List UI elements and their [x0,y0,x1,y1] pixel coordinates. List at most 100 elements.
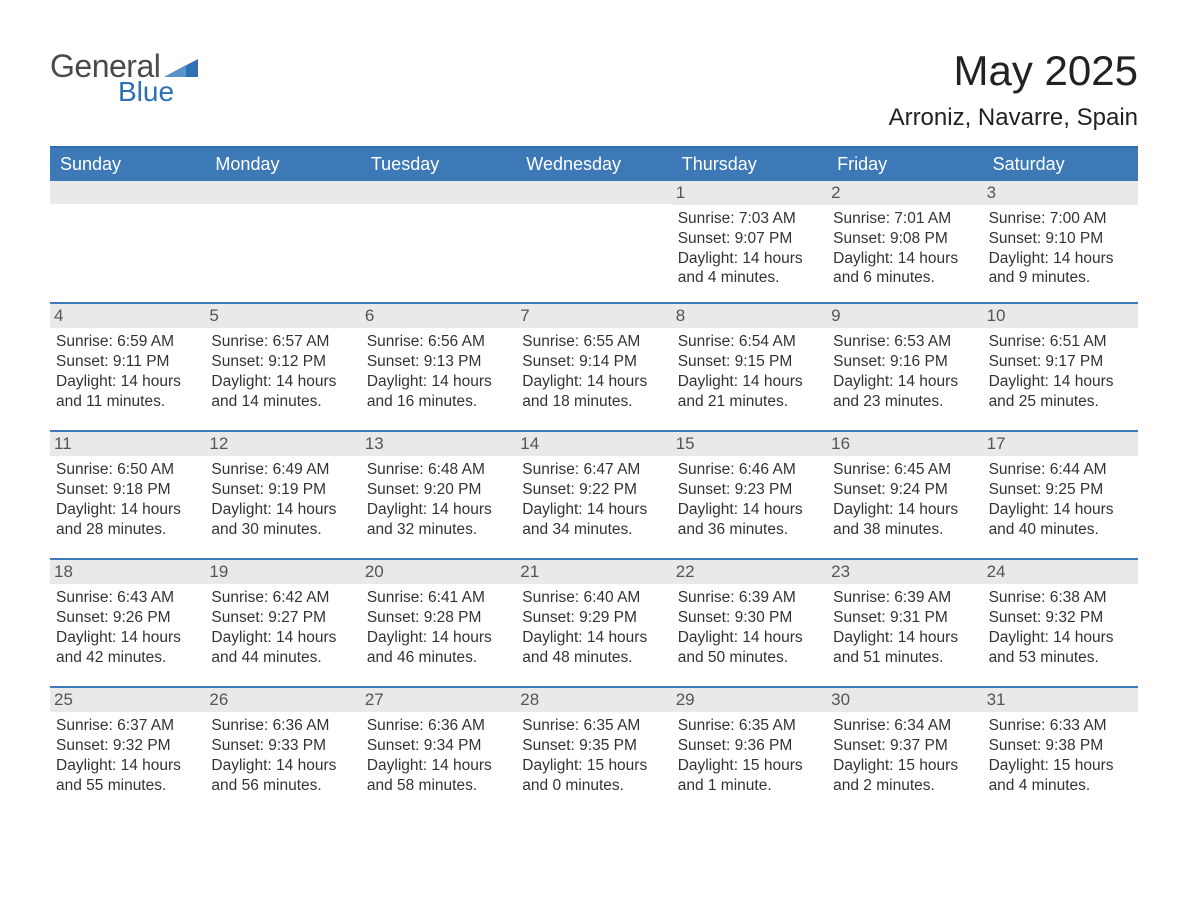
daylight-text: Daylight: 14 hours [989,500,1132,520]
day-number-bar: 1 [672,181,827,205]
daylight-text: Daylight: 15 hours [522,756,665,776]
day-cell: 29Sunrise: 6:35 AMSunset: 9:36 PMDayligh… [672,688,827,800]
daylight-text: Daylight: 14 hours [678,628,821,648]
day-cell: 9Sunrise: 6:53 AMSunset: 9:16 PMDaylight… [827,304,982,416]
daylight-text: and 46 minutes. [367,648,510,668]
daylight-text: Daylight: 14 hours [211,628,354,648]
daylight-text: Daylight: 14 hours [678,500,821,520]
daylight-text: Daylight: 14 hours [522,372,665,392]
sunrise-text: Sunrise: 6:49 AM [211,460,354,480]
day-number-bar: 11 [50,432,205,456]
sunrise-text: Sunrise: 6:59 AM [56,332,199,352]
day-cell: 18Sunrise: 6:43 AMSunset: 9:26 PMDayligh… [50,560,205,672]
day-number-bar: 28 [516,688,671,712]
daylight-text: Daylight: 14 hours [56,500,199,520]
daylight-text: and 11 minutes. [56,392,199,412]
week-row: 11Sunrise: 6:50 AMSunset: 9:18 PMDayligh… [50,430,1138,558]
sunrise-text: Sunrise: 6:36 AM [367,716,510,736]
sunrise-text: Sunrise: 6:40 AM [522,588,665,608]
day-cell: 19Sunrise: 6:42 AMSunset: 9:27 PMDayligh… [205,560,360,672]
topbar: General Blue May 2025 Arroniz, Navarre, … [50,50,1138,132]
daylight-text: and 38 minutes. [833,520,976,540]
daylight-text: Daylight: 14 hours [833,628,976,648]
daylight-text: Daylight: 14 hours [211,500,354,520]
sunset-text: Sunset: 9:14 PM [522,352,665,372]
daylight-text: Daylight: 14 hours [367,372,510,392]
sunrise-text: Sunrise: 6:34 AM [833,716,976,736]
sunrise-text: Sunrise: 6:42 AM [211,588,354,608]
sunset-text: Sunset: 9:15 PM [678,352,821,372]
day-cell: 14Sunrise: 6:47 AMSunset: 9:22 PMDayligh… [516,432,671,544]
daylight-text: Daylight: 15 hours [678,756,821,776]
daylight-text: Daylight: 14 hours [833,500,976,520]
day-cell: 28Sunrise: 6:35 AMSunset: 9:35 PMDayligh… [516,688,671,800]
sunset-text: Sunset: 9:37 PM [833,736,976,756]
daylight-text: Daylight: 14 hours [211,372,354,392]
day-cell: 31Sunrise: 6:33 AMSunset: 9:38 PMDayligh… [983,688,1138,800]
page: General Blue May 2025 Arroniz, Navarre, … [0,0,1188,918]
day-cell [516,181,671,288]
daylight-text: and 0 minutes. [522,776,665,796]
daylight-text: and 55 minutes. [56,776,199,796]
daylight-text: Daylight: 14 hours [56,372,199,392]
location: Arroniz, Navarre, Spain [889,104,1138,132]
day-number-bar: 4 [50,304,205,328]
sunset-text: Sunset: 9:08 PM [833,229,976,249]
day-number-bar: 2 [827,181,982,205]
day-cell: 20Sunrise: 6:41 AMSunset: 9:28 PMDayligh… [361,560,516,672]
sunset-text: Sunset: 9:30 PM [678,608,821,628]
logo: General Blue [50,50,198,106]
sunrise-text: Sunrise: 6:41 AM [367,588,510,608]
day-cell [50,181,205,288]
daylight-text: Daylight: 14 hours [522,500,665,520]
sunset-text: Sunset: 9:19 PM [211,480,354,500]
daylight-text: Daylight: 14 hours [833,372,976,392]
sunset-text: Sunset: 9:29 PM [522,608,665,628]
day-number-bar: 16 [827,432,982,456]
sunset-text: Sunset: 9:16 PM [833,352,976,372]
day-cell: 8Sunrise: 6:54 AMSunset: 9:15 PMDaylight… [672,304,827,416]
daylight-text: Daylight: 14 hours [367,756,510,776]
daylight-text: and 58 minutes. [367,776,510,796]
sunrise-text: Sunrise: 6:55 AM [522,332,665,352]
daylight-text: Daylight: 14 hours [678,372,821,392]
day-number-bar: 13 [361,432,516,456]
day-cell: 1Sunrise: 7:03 AMSunset: 9:07 PMDaylight… [672,181,827,288]
sunset-text: Sunset: 9:28 PM [367,608,510,628]
daylight-text: and 1 minute. [678,776,821,796]
day-cell: 16Sunrise: 6:45 AMSunset: 9:24 PMDayligh… [827,432,982,544]
sunrise-text: Sunrise: 6:48 AM [367,460,510,480]
sunrise-text: Sunrise: 6:54 AM [678,332,821,352]
month-title: May 2025 [889,50,1138,92]
day-number-bar: 14 [516,432,671,456]
sunrise-text: Sunrise: 6:46 AM [678,460,821,480]
day-cell: 4Sunrise: 6:59 AMSunset: 9:11 PMDaylight… [50,304,205,416]
day-number-bar: 3 [983,181,1138,205]
day-number-bar: 15 [672,432,827,456]
daylight-text: and 25 minutes. [989,392,1132,412]
sunset-text: Sunset: 9:38 PM [989,736,1132,756]
daylight-text: and 4 minutes. [989,776,1132,796]
daylight-text: Daylight: 14 hours [522,628,665,648]
day-cell [361,181,516,288]
sunrise-text: Sunrise: 7:00 AM [989,209,1132,229]
daylight-text: Daylight: 14 hours [989,372,1132,392]
sunset-text: Sunset: 9:32 PM [989,608,1132,628]
daylight-text: Daylight: 14 hours [833,249,976,269]
daylight-text: Daylight: 14 hours [56,628,199,648]
day-cell: 24Sunrise: 6:38 AMSunset: 9:32 PMDayligh… [983,560,1138,672]
sunset-text: Sunset: 9:27 PM [211,608,354,628]
day-cell: 15Sunrise: 6:46 AMSunset: 9:23 PMDayligh… [672,432,827,544]
day-number-bar: 30 [827,688,982,712]
title-block: May 2025 Arroniz, Navarre, Spain [889,50,1138,132]
day-number-bar: 9 [827,304,982,328]
day-cell: 26Sunrise: 6:36 AMSunset: 9:33 PMDayligh… [205,688,360,800]
sunset-text: Sunset: 9:32 PM [56,736,199,756]
day-number-bar: 27 [361,688,516,712]
daylight-text: and 16 minutes. [367,392,510,412]
daylight-text: and 50 minutes. [678,648,821,668]
daylight-text: and 18 minutes. [522,392,665,412]
day-cell: 13Sunrise: 6:48 AMSunset: 9:20 PMDayligh… [361,432,516,544]
daylight-text: Daylight: 15 hours [833,756,976,776]
sunset-text: Sunset: 9:33 PM [211,736,354,756]
